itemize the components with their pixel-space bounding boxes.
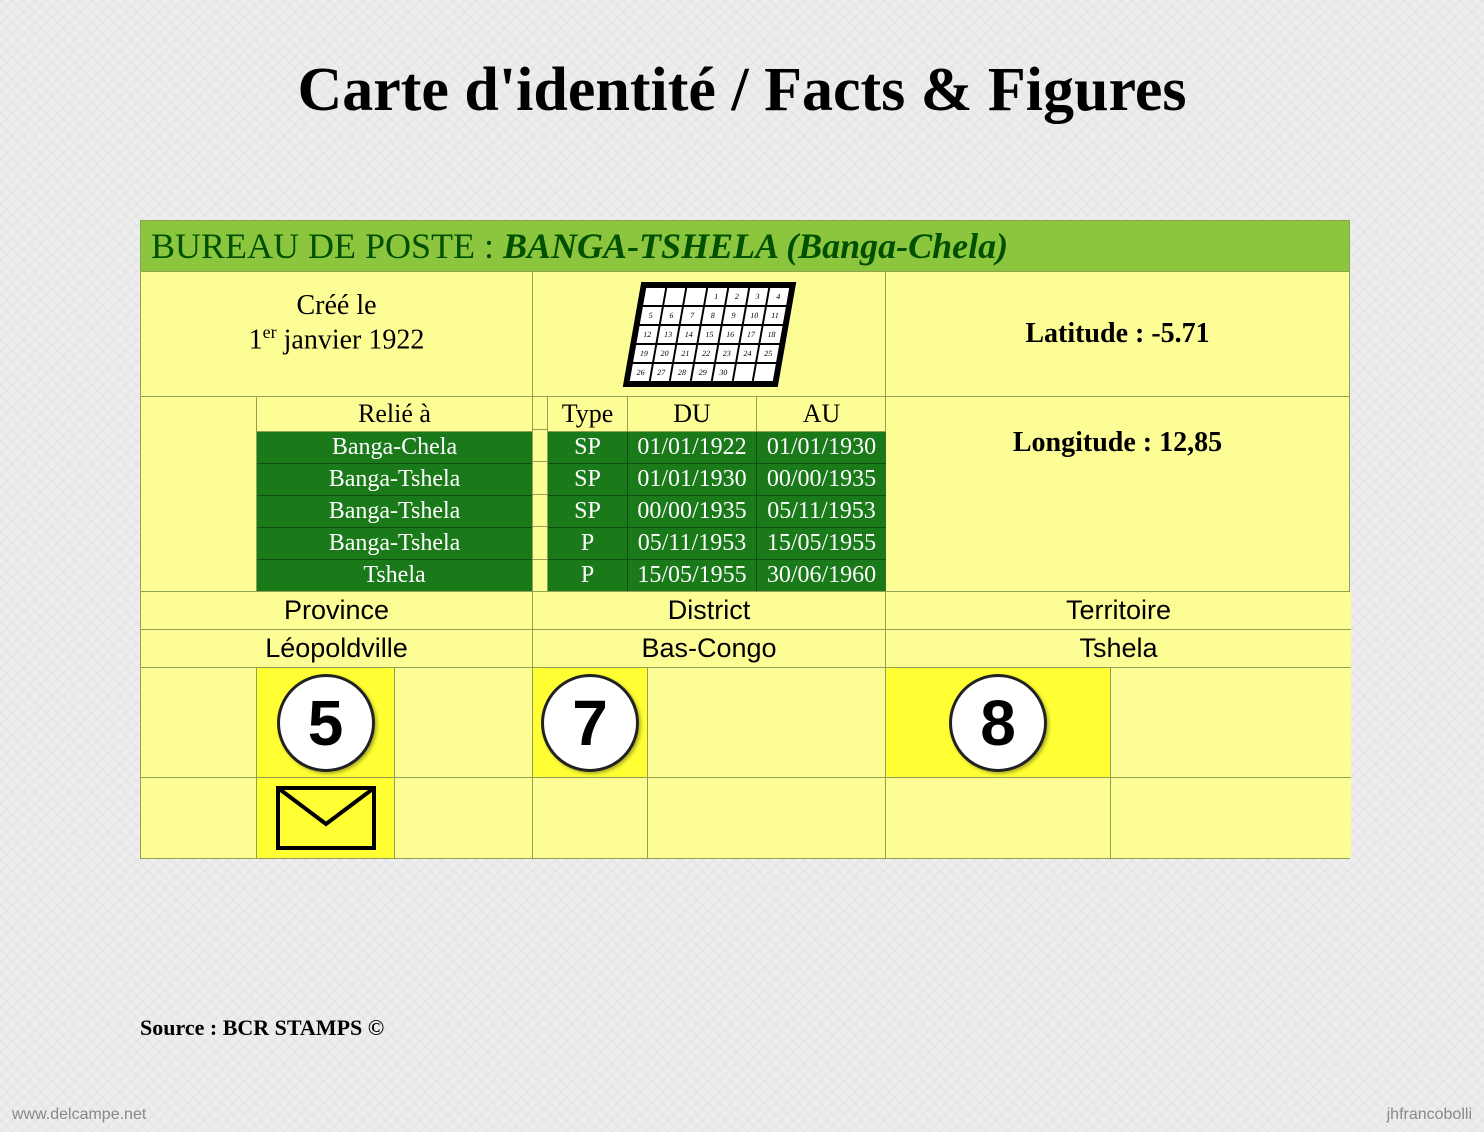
td: 05/11/1953: [757, 496, 886, 528]
page-title: Carte d'identité / Facts & Figures: [0, 0, 1484, 126]
latitude-cell: Latitude : -5.71: [886, 272, 1349, 397]
relie-row: Banga-Tshela: [257, 528, 532, 560]
circle-number: 7: [541, 674, 639, 772]
created-sup: er: [263, 322, 277, 342]
created-day: 1: [249, 324, 263, 355]
empty-cell: [141, 668, 257, 778]
td: 01/01/1930: [757, 432, 886, 464]
envelope-row: [140, 778, 1350, 859]
empty-cell: [886, 778, 1111, 858]
created-rest: janvier 1922: [277, 324, 425, 355]
relie-header: Relié à: [257, 397, 532, 432]
envelope-cell: [257, 778, 395, 858]
creation-row: Créé le 1er janvier 1922 1234 567891011 …: [140, 272, 1350, 397]
td: 00/00/1935: [628, 496, 757, 528]
circle-cell: 5: [257, 668, 395, 778]
td: SP: [548, 496, 628, 528]
created-cell: Créé le 1er janvier 1922: [141, 272, 533, 397]
identity-card: BUREAU DE POSTE : BANGA-TSHELA (Banga-Ch…: [140, 220, 1350, 859]
td: 05/11/1953: [628, 528, 757, 560]
relie-row: Banga-Tshela: [257, 496, 532, 528]
envelope-icon: [276, 786, 376, 850]
td: P: [548, 528, 628, 560]
province-header: Province: [141, 592, 533, 630]
empty-cell: [533, 778, 648, 858]
history-table: Type DU AU SP 01/01/1922 01/01/1930 SP 0…: [548, 397, 886, 592]
territoire-header: Territoire: [886, 592, 1351, 630]
th-au: AU: [757, 397, 886, 432]
td: 01/01/1922: [628, 432, 757, 464]
relie-row: Banga-Chela: [257, 432, 532, 464]
circles-row: 5 7 8: [140, 668, 1350, 778]
seller: jhfrancobolli: [1387, 1106, 1472, 1124]
empty-cell: [648, 778, 886, 858]
td: SP: [548, 432, 628, 464]
td: 01/01/1930: [628, 464, 757, 496]
empty-cell: [141, 778, 257, 858]
circle-number: 5: [277, 674, 375, 772]
header-value: BANGA-TSHELA (Banga-Chela): [503, 226, 1008, 266]
empty-cell: [1111, 668, 1351, 778]
td: 30/06/1960: [757, 560, 886, 591]
watermark: www.delcampe.net: [12, 1106, 146, 1124]
relie-row: Tshela: [257, 560, 532, 591]
territoire-value: Tshela: [886, 630, 1351, 668]
geo-values: Léopoldville Bas-Congo Tshela: [140, 630, 1350, 668]
relie-row: Banga-Tshela: [257, 464, 532, 496]
relie-column: Relié à Banga-Chela Banga-Tshela Banga-T…: [257, 397, 533, 592]
created-date: 1er janvier 1922: [141, 322, 532, 356]
empty-cell: [648, 668, 886, 778]
td: P: [548, 560, 628, 591]
td: 00/00/1935: [757, 464, 886, 496]
empty-cell: [395, 668, 533, 778]
td: 15/05/1955: [757, 528, 886, 560]
circle-cell: 7: [533, 668, 648, 778]
district-value: Bas-Congo: [533, 630, 886, 668]
province-value: Léopoldville: [141, 630, 533, 668]
created-line1: Créé le: [141, 290, 532, 322]
district-header: District: [533, 592, 886, 630]
circle-number: 8: [949, 674, 1047, 772]
th-type: Type: [548, 397, 628, 432]
calendar-cell: 1234 567891011 12131415161718 1920212223…: [533, 272, 886, 397]
geo-headers: Province District Territoire: [140, 592, 1350, 630]
td: SP: [548, 464, 628, 496]
td: 15/05/1955: [628, 560, 757, 591]
longitude-cell: Longitude : 12,85: [886, 397, 1349, 592]
header-label: BUREAU DE POSTE :: [151, 226, 503, 266]
gap-column: [533, 397, 548, 592]
header-bar: BUREAU DE POSTE : BANGA-TSHELA (Banga-Ch…: [140, 220, 1350, 272]
circle-cell: 8: [886, 668, 1111, 778]
spacer-left: [141, 397, 257, 592]
empty-cell: [395, 778, 533, 858]
calendar-icon: 1234 567891011 12131415161718 1920212223…: [622, 282, 796, 387]
empty-cell: [1111, 778, 1351, 858]
th-du: DU: [628, 397, 757, 432]
history-row: Relié à Banga-Chela Banga-Tshela Banga-T…: [140, 397, 1350, 592]
source-text: Source : BCR STAMPS ©: [140, 1015, 384, 1041]
